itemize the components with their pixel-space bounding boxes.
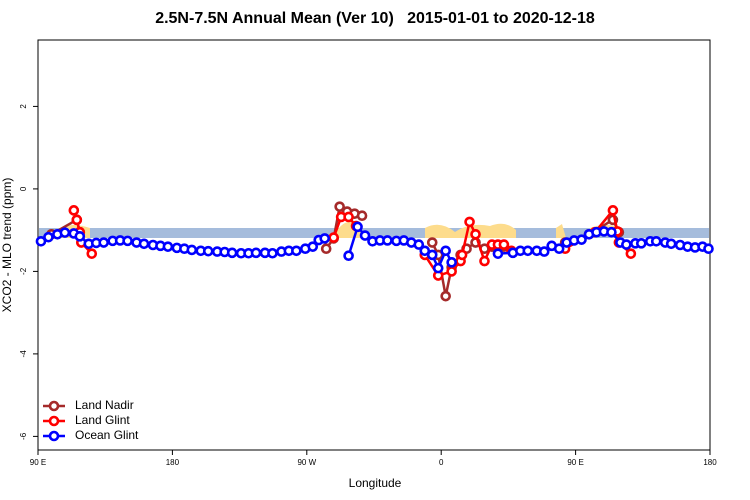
x-tick-label: 90 W [297, 458, 316, 467]
y-axis-label: XCO2 - MLO trend (ppm) [0, 178, 14, 313]
point [320, 243, 332, 255]
point [250, 247, 262, 259]
chart-title: 2.5N-7.5N Annual Mean (Ver 10) 2015-01-0… [155, 10, 595, 27]
point [498, 239, 510, 250]
point [492, 248, 504, 259]
point [35, 235, 47, 247]
legend-label: Ocean Glint [75, 428, 139, 442]
point [650, 235, 662, 247]
point [59, 227, 71, 238]
point [440, 245, 451, 257]
point [479, 255, 490, 267]
point [162, 241, 174, 252]
point [86, 248, 98, 259]
y-tick-label: -6 [19, 432, 28, 440]
legend-label: Land Glint [75, 413, 130, 427]
point [464, 216, 475, 228]
point [470, 228, 481, 240]
point [382, 235, 393, 246]
point [343, 250, 354, 262]
x-tick-label: 90 E [30, 458, 46, 467]
x-tick-label: 0 [439, 458, 444, 467]
point [522, 245, 534, 257]
point [202, 245, 214, 257]
legend-marker [48, 400, 60, 412]
point [352, 221, 363, 233]
point [68, 205, 80, 216]
point [553, 243, 565, 255]
point [343, 211, 354, 223]
point [456, 249, 468, 261]
legend-marker [48, 415, 60, 427]
point [71, 214, 83, 226]
x-tick-label: 180 [703, 458, 717, 467]
land-band [556, 224, 566, 238]
point [625, 248, 637, 259]
point [538, 246, 550, 257]
point [356, 210, 368, 222]
point [319, 233, 331, 244]
y-tick-label: 0 [19, 186, 28, 191]
series [35, 221, 714, 274]
point [440, 290, 451, 302]
point [703, 243, 714, 255]
point [43, 231, 54, 243]
point [606, 226, 617, 238]
x-tick-label: 180 [166, 458, 180, 467]
legend-marker [48, 430, 60, 442]
point [138, 238, 150, 250]
point [446, 266, 457, 277]
y-tick-label: 2 [19, 104, 28, 109]
point [419, 245, 431, 257]
point [636, 238, 647, 249]
point [291, 245, 302, 257]
point [359, 230, 371, 241]
legend-label: Land Nadir [75, 398, 134, 412]
ocean-band [39, 228, 709, 238]
point [122, 235, 133, 247]
point [226, 247, 238, 259]
point [446, 257, 457, 268]
point [267, 247, 278, 259]
y-tick-label: -2 [19, 267, 28, 275]
point [426, 237, 438, 248]
point [334, 201, 345, 212]
x-axis-label: Longitude [349, 476, 402, 490]
point [98, 237, 110, 248]
point [426, 249, 438, 261]
point [186, 244, 198, 256]
point [621, 239, 632, 250]
point [307, 241, 319, 252]
point [413, 239, 425, 250]
y-tick-label: -4 [19, 350, 28, 358]
land-band [425, 223, 516, 238]
point [432, 262, 444, 274]
point [607, 205, 619, 216]
point [576, 234, 587, 245]
point [328, 232, 339, 243]
point [665, 238, 677, 250]
x-tick-label: 90 E [567, 458, 583, 467]
point [74, 231, 86, 242]
